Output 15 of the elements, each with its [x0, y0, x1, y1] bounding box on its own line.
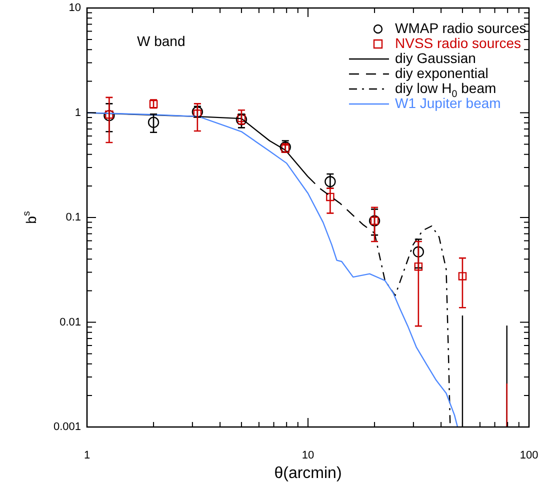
y-tick-label: 0.01	[60, 316, 81, 328]
legend-label: diy Gaussian	[395, 50, 476, 66]
x-tick-label: 100	[520, 450, 538, 462]
annotation: W band	[137, 33, 186, 49]
legend-label: diy exponential	[395, 65, 488, 81]
y-tick-label: 10	[68, 2, 81, 14]
y-tick-label: 0.001	[53, 421, 81, 434]
x-tick-label: 10	[302, 450, 314, 462]
y-tick-label: 0.1	[66, 212, 81, 224]
y-axis-title: bs	[22, 211, 39, 224]
x-tick-label: 1	[84, 450, 90, 462]
legend-label: WMAP radio sources	[395, 20, 526, 36]
y-tick-label: 1	[74, 106, 81, 119]
x-axis-title: θ(arcmin)	[274, 465, 342, 482]
legend-label: NVSS radio sources	[395, 35, 522, 51]
